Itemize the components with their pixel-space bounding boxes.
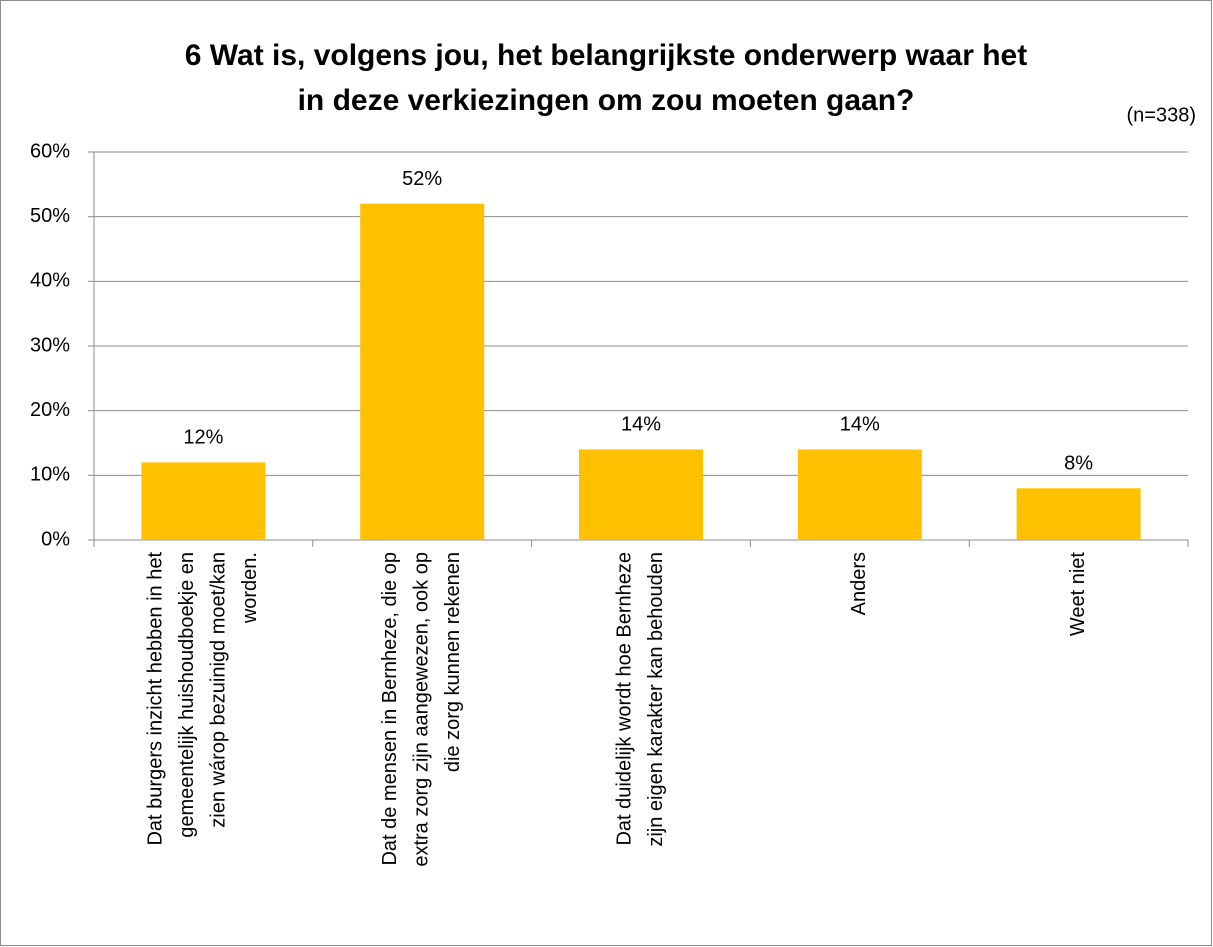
bar (579, 449, 703, 540)
data-label: 14% (840, 414, 880, 436)
data-label: 8% (1064, 453, 1093, 475)
y-tick-label: 10% (30, 464, 70, 486)
bar (1016, 488, 1141, 540)
y-tick-label: 40% (30, 270, 70, 292)
y-tick-label: 20% (30, 399, 70, 421)
x-tick-label: Anders (848, 552, 870, 615)
data-label: 14% (621, 414, 661, 436)
x-tick-label: zien wárop bezuinigd moet/kan (207, 552, 229, 828)
data-label: 52% (402, 168, 442, 190)
y-tick-label: 0% (41, 528, 70, 550)
bar (797, 449, 922, 540)
data-label: 12% (183, 427, 223, 449)
x-tick-label: Dat burgers inzicht hebben in het (144, 552, 166, 846)
y-tick-label: 30% (30, 334, 70, 356)
x-tick-label: gemeentelijk huishoudboekje en (176, 552, 198, 838)
chart-title: in deze verkiezingen om zou moeten gaan? (298, 84, 915, 117)
x-tick-label: Dat duidelijk wordt hoe Bernheze (614, 552, 636, 846)
x-tick-label: Weet niet (1067, 552, 1089, 637)
bar (141, 462, 266, 540)
x-tick-label: zijn eigen karakter kan behouden (645, 552, 667, 847)
chart-subtitle: (n=338) (1127, 104, 1197, 126)
y-tick-label: 60% (30, 140, 70, 162)
x-tick-label: Dat de mensen in Bernheze, die op (379, 552, 401, 866)
x-tick-label: worden. (239, 552, 261, 624)
x-tick-label: extra zorg zijn aangewezen, ook op (410, 552, 432, 867)
chart-title: 6 Wat is, volgens jou, het belangrijkste… (185, 39, 1027, 72)
y-tick-label: 50% (30, 205, 70, 227)
x-tick-label: die zorg kunnen rekenen (442, 552, 464, 772)
bar (360, 203, 485, 540)
